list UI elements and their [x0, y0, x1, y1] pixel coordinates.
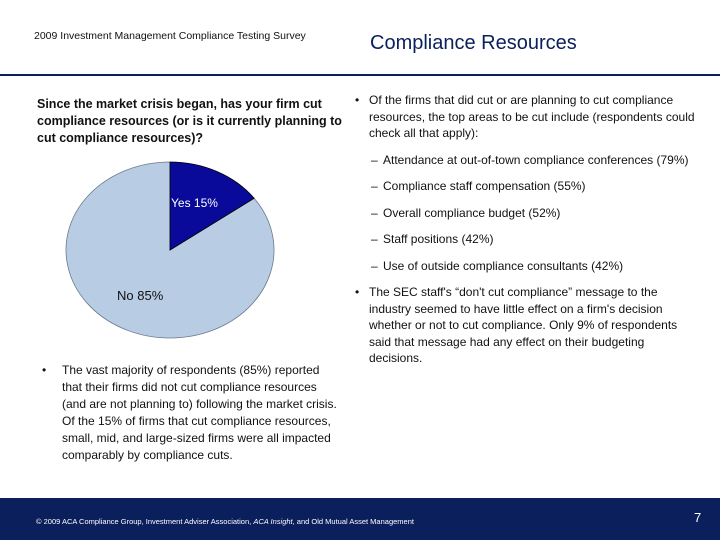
survey-title: 2009 Investment Management Compliance Te…	[34, 30, 306, 42]
footer-bar	[0, 498, 720, 540]
list-item: – Attendance at out-of-town compliance c…	[355, 152, 695, 169]
conclusion-text: The SEC staff's “don't cut compliance” m…	[369, 285, 678, 365]
list-item: – Overall compliance budget (52%)	[355, 205, 695, 222]
copyright-prefix: © 2009 ACA Compliance Group, Investment …	[36, 517, 254, 526]
page-number: 7	[694, 510, 702, 525]
slide-title: Compliance Resources	[370, 32, 577, 54]
list-item-text: Overall compliance budget (52%)	[383, 205, 561, 220]
intro-text: Of the firms that did cut or are plannin…	[369, 93, 695, 140]
right-bullet-list: • Of the firms that did cut or are plann…	[355, 92, 695, 377]
pie-chart	[65, 161, 275, 339]
list-item-text: Use of outside compliance consultants (4…	[383, 258, 624, 273]
bullet-marker: •	[42, 363, 47, 377]
list-item: – Use of outside compliance consultants …	[355, 258, 695, 275]
pie-slice-yes	[169, 161, 255, 251]
pie-label-yes: Yes 15%	[171, 196, 218, 210]
dash-marker: –	[371, 258, 378, 273]
list-item-text: Staff positions (42%)	[383, 232, 494, 246]
copyright-suffix: , and Old Mutual Asset Management	[292, 517, 414, 526]
survey-question: Since the market crisis began, has your …	[37, 97, 342, 145]
left-summary-bullet: • The vast majority of respondents (85%)…	[42, 362, 342, 464]
list-item-text: Compliance staff compensation (55%)	[383, 179, 586, 193]
copyright-publication: ACA Insight	[253, 517, 293, 526]
dash-marker: –	[371, 232, 378, 246]
footer-copyright: © 2009 ACA Compliance Group, Investment …	[36, 517, 414, 526]
dash-marker: –	[371, 152, 378, 167]
dash-marker: –	[371, 179, 378, 193]
conclusion-bullet: • The SEC staff's “don't cut compliance”…	[355, 284, 695, 367]
pie-label-no: No 85%	[117, 288, 164, 303]
list-item: – Staff positions (42%)	[355, 231, 695, 248]
header-divider	[0, 74, 720, 76]
list-item: – Compliance staff compensation (55%)	[355, 178, 695, 195]
left-summary-text: The vast majority of respondents (85%) r…	[62, 363, 337, 462]
dash-marker: –	[371, 205, 378, 220]
bullet-marker: •	[355, 93, 360, 107]
list-item-text: Attendance at out-of-town compliance con…	[383, 152, 689, 167]
intro-bullet: • Of the firms that did cut or are plann…	[355, 92, 695, 142]
bullet-marker: •	[355, 285, 360, 299]
